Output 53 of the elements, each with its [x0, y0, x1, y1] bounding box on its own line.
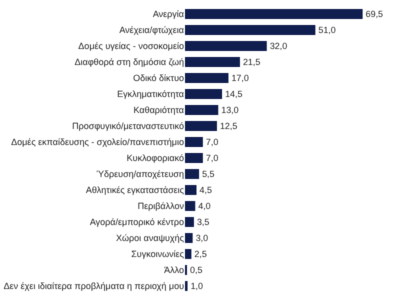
bar	[185, 25, 316, 35]
bar	[185, 281, 188, 291]
bar	[185, 9, 363, 19]
y-tick-label: Κυκλοφοριακό	[126, 153, 184, 164]
data-label: 69,5	[366, 8, 384, 19]
bar	[185, 153, 203, 163]
y-tick-label: Άλλο	[164, 265, 184, 276]
bar	[185, 89, 222, 99]
y-tick-label: Δομές εκπαίδευσης - σχολείο/πανεπιστήμιο	[11, 137, 184, 148]
data-label: 21,5	[242, 56, 260, 67]
data-label: 1,0	[190, 280, 203, 291]
y-tick-label: Οδικό δίκτυο	[133, 73, 184, 84]
y-tick-label: Δομές υγείας - νοσοκομείο	[78, 41, 184, 52]
y-tick-label: Ανεργία	[152, 9, 184, 20]
data-label: 5,5	[202, 168, 214, 179]
data-label: 4,5	[200, 184, 212, 195]
bar	[185, 169, 200, 179]
y-tick-label: Αγορά/εμπορικό κέντρο	[90, 217, 184, 228]
y-tick-label: Αθλητικές εγκαταστάσεις	[86, 185, 185, 196]
y-tick-label: Εγκληματικότητα	[117, 89, 184, 100]
data-label: 13,0	[221, 104, 239, 115]
bar	[185, 57, 240, 67]
y-tick-label: Ανέχεια/φτώχεια	[119, 25, 184, 36]
y-tick-label: Διαφθορά στη δημόσια ζωή	[74, 57, 184, 68]
data-label: 32,0	[270, 40, 288, 51]
bar	[185, 41, 267, 51]
data-label: 4,0	[198, 200, 211, 211]
bar	[185, 73, 228, 83]
data-label: 2,5	[194, 248, 207, 259]
y-tick-label: Συγκοινωνίες	[131, 249, 185, 260]
data-label: 17,0	[231, 72, 249, 83]
data-label: 14,5	[225, 88, 242, 99]
y-tick-label: Ύδρευση/αποχέτευση	[96, 169, 184, 180]
bar	[185, 201, 196, 211]
y-tick-label: Προσφυγικό/μεταναστευτικό	[72, 121, 184, 132]
bar	[185, 137, 203, 147]
data-label: 7,0	[206, 136, 218, 147]
data-label: 0,5	[190, 264, 202, 275]
data-label: 7,0	[206, 152, 218, 163]
data-label: 51,0	[318, 24, 336, 35]
bar	[185, 249, 192, 259]
bar	[185, 121, 217, 131]
bar	[185, 105, 218, 115]
y-tick-label: Καθαριότητα	[134, 105, 184, 116]
y-tick-label: Περιβάλλον	[138, 201, 184, 212]
data-label: 12,5	[220, 120, 238, 131]
data-label: 3,5	[196, 216, 210, 227]
y-tick-label: Χώροι αναψυχής	[116, 233, 185, 244]
bar	[185, 185, 196, 195]
bar	[185, 233, 193, 243]
data-label: 3,0	[196, 232, 208, 243]
y-tick-label: Δεν έχει ιδιαίτερα προβλήματα η περιοχή μου	[4, 281, 184, 292]
bar	[185, 217, 194, 227]
